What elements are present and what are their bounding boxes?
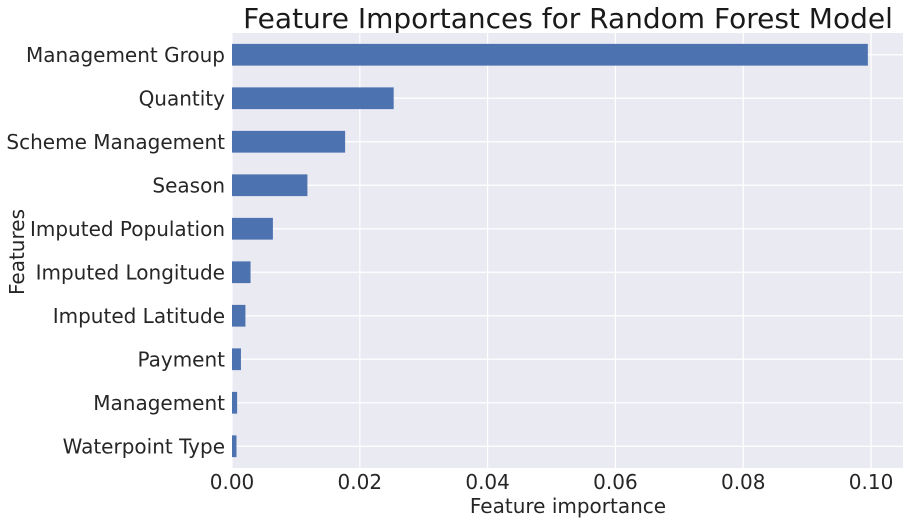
bar — [232, 261, 251, 284]
y-tick-label: Scheme Management — [6, 130, 225, 154]
y-tick-label: Waterpoint Type — [63, 434, 225, 458]
y-tick-labels: Management Group Quantity Scheme Managemen… — [6, 43, 225, 459]
y-tick-label: Imputed Latitude — [53, 304, 225, 328]
x-tick-label: 0.08 — [721, 470, 766, 494]
bar — [232, 348, 241, 371]
bar — [232, 87, 394, 110]
y-axis-label: Features — [5, 209, 29, 295]
bar — [232, 130, 346, 153]
bar — [232, 217, 273, 240]
bars — [232, 43, 868, 458]
bar — [232, 43, 868, 66]
y-tick-label: Imputed Longitude — [36, 260, 225, 284]
y-tick-label: Quantity — [139, 86, 226, 110]
y-tick-label: Management Group — [26, 43, 225, 67]
y-tick-label: Management — [93, 391, 225, 415]
bar — [232, 174, 308, 197]
x-axis-label: Feature importance — [470, 494, 666, 518]
y-tick-label: Imputed Population — [30, 217, 225, 241]
bar — [232, 304, 246, 327]
x-tick-label: 0.06 — [593, 470, 638, 494]
x-tick-label: 0.02 — [338, 470, 383, 494]
y-tick-label: Payment — [137, 347, 225, 371]
chart-title: Feature Importances for Random Forest Mo… — [243, 2, 893, 35]
x-tick-label: 0.10 — [849, 470, 894, 494]
x-tick-labels: 0.00 0.02 0.04 0.06 0.08 0.10 — [210, 470, 894, 494]
x-tick-label: 0.04 — [465, 470, 510, 494]
bar — [232, 391, 238, 414]
y-tick-label: Season — [152, 173, 225, 197]
x-tick-label: 0.00 — [210, 470, 255, 494]
bar — [232, 435, 237, 458]
